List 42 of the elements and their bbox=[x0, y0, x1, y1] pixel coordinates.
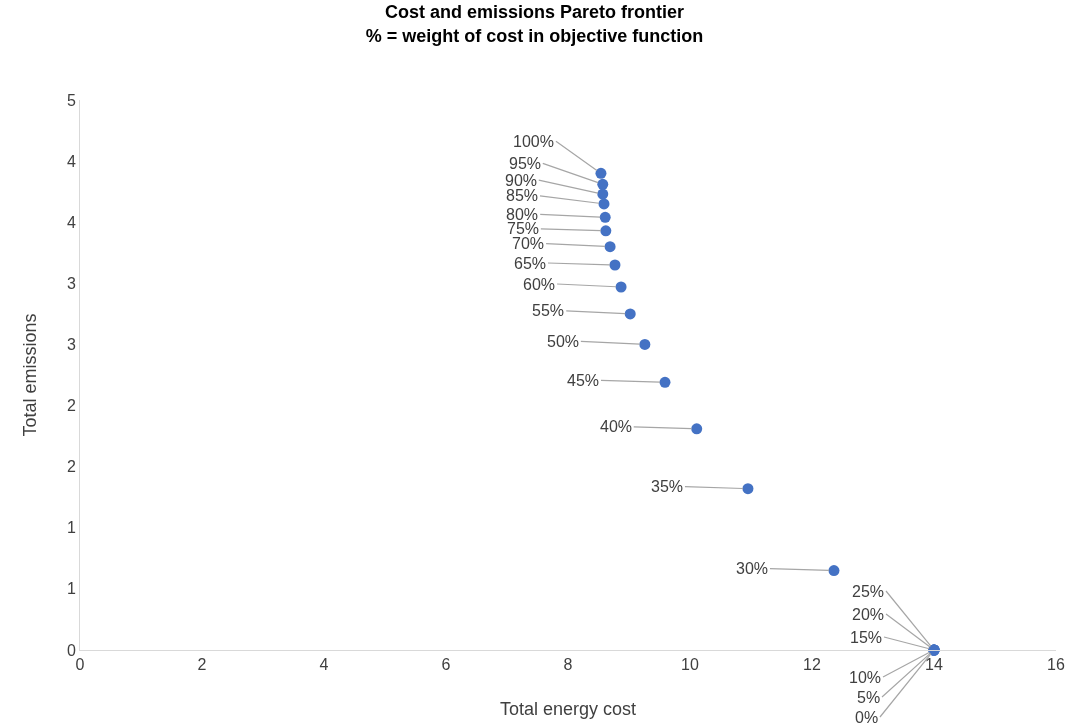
x-tick-label: 10 bbox=[681, 656, 699, 674]
x-tick-label: 8 bbox=[563, 656, 573, 674]
x-tick-label: 16 bbox=[1047, 656, 1065, 674]
annotation: 90% bbox=[505, 172, 538, 189]
annotation: 15% bbox=[850, 629, 883, 646]
y-tick-label: 3 bbox=[66, 274, 76, 292]
x-axis-title: Total energy cost bbox=[499, 699, 637, 720]
annotation: 25% bbox=[852, 583, 885, 600]
y-tick-label: 1 bbox=[66, 519, 76, 537]
annotation: 85% bbox=[506, 187, 539, 204]
y-tick-label: 2 bbox=[66, 397, 76, 415]
annotation: 45% bbox=[567, 372, 600, 389]
x-tick-label: 14 bbox=[925, 656, 943, 674]
annotation: 35% bbox=[651, 478, 684, 495]
y-axis-title: Total emissions bbox=[20, 313, 41, 437]
x-tick-label: 6 bbox=[441, 656, 451, 674]
y-tick-label: 1 bbox=[66, 580, 76, 598]
x-tick-label: 4 bbox=[319, 656, 329, 674]
y-tick-label: 3 bbox=[66, 336, 76, 354]
y-tick-label: 4 bbox=[66, 152, 76, 170]
annotation: 10% bbox=[849, 669, 882, 686]
annotation: 5% bbox=[857, 689, 881, 706]
annotation: 60% bbox=[523, 276, 556, 293]
annotation: 75% bbox=[507, 220, 540, 237]
x-tick-label: 2 bbox=[197, 656, 207, 674]
chart-title: Cost and emissions Pareto frontier % = weight of cost in objective function bbox=[365, 2, 704, 46]
y-tick-label: 4 bbox=[66, 213, 76, 231]
x-tick-label: 12 bbox=[803, 656, 821, 674]
annotation: 30% bbox=[736, 560, 769, 577]
annotation: 65% bbox=[514, 255, 547, 272]
annotation: 50% bbox=[547, 333, 580, 350]
annotation: 40% bbox=[600, 418, 633, 435]
y-tick-label: 2 bbox=[66, 458, 76, 476]
annotation: 0% bbox=[855, 709, 879, 726]
annotation: 80% bbox=[506, 206, 539, 223]
annotation: 95% bbox=[509, 155, 542, 172]
y-tick-label: 0 bbox=[66, 641, 76, 659]
annotation: 70% bbox=[512, 235, 545, 252]
y-tick-label: 5 bbox=[66, 91, 76, 109]
annotation: 55% bbox=[532, 302, 565, 319]
annotation: 20% bbox=[852, 606, 885, 623]
annotation: 100% bbox=[513, 133, 554, 150]
